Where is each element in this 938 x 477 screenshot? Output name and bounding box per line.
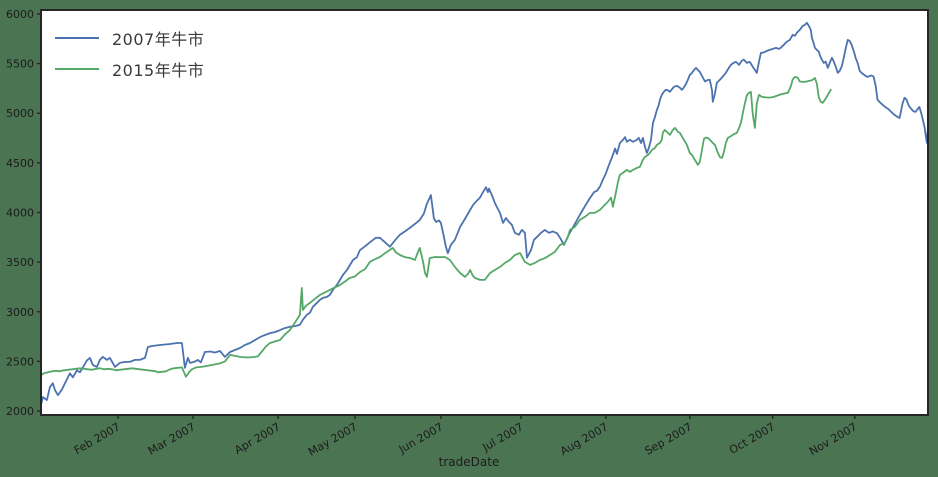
x-tick-label: Mar 2007 [146, 420, 198, 457]
y-tick-label: 4500 [6, 157, 34, 170]
x-tick-label: Jun 2007 [396, 420, 446, 456]
y-tick-label: 6000 [6, 8, 34, 21]
x-tick-label: Feb 2007 [72, 420, 123, 457]
y-tick-label: 3500 [6, 256, 34, 269]
series-line-2007 [40, 21, 929, 407]
legend-label-2007: 2007年牛市 [112, 30, 205, 49]
legend: 2007年牛市 2015年牛市 [55, 27, 204, 80]
legend-entry-2015: 2015年牛市 [55, 58, 204, 80]
y-tick-label: 4000 [6, 207, 34, 220]
y-tick-label: 3000 [6, 306, 34, 319]
x-tick-label: Sep 2007 [643, 420, 695, 457]
y-tick-label: 5000 [6, 107, 34, 120]
y-tick-label: 2500 [6, 355, 34, 368]
x-tick-label: Oct 2007 [727, 420, 777, 457]
y-tick-label: 2000 [6, 405, 34, 418]
y-tick-label: 5500 [6, 58, 34, 71]
x-tick-label: May 2007 [306, 420, 359, 458]
legend-line-2007-swatch [55, 37, 99, 39]
x-axis-title: tradeDate [438, 455, 500, 469]
legend-entry-2007: 2007年牛市 [55, 27, 204, 49]
series-line-2015 [40, 76, 832, 378]
plot-area [41, 10, 928, 415]
x-tick-label: Apr 2007 [232, 420, 282, 457]
legend-label-2015: 2015年牛市 [112, 61, 205, 80]
x-tick-label: Jul 2007 [479, 420, 525, 454]
x-tick-label: Nov 2007 [807, 420, 859, 458]
x-tick-label: Aug 2007 [558, 420, 610, 458]
legend-line-2015-swatch [55, 68, 99, 70]
